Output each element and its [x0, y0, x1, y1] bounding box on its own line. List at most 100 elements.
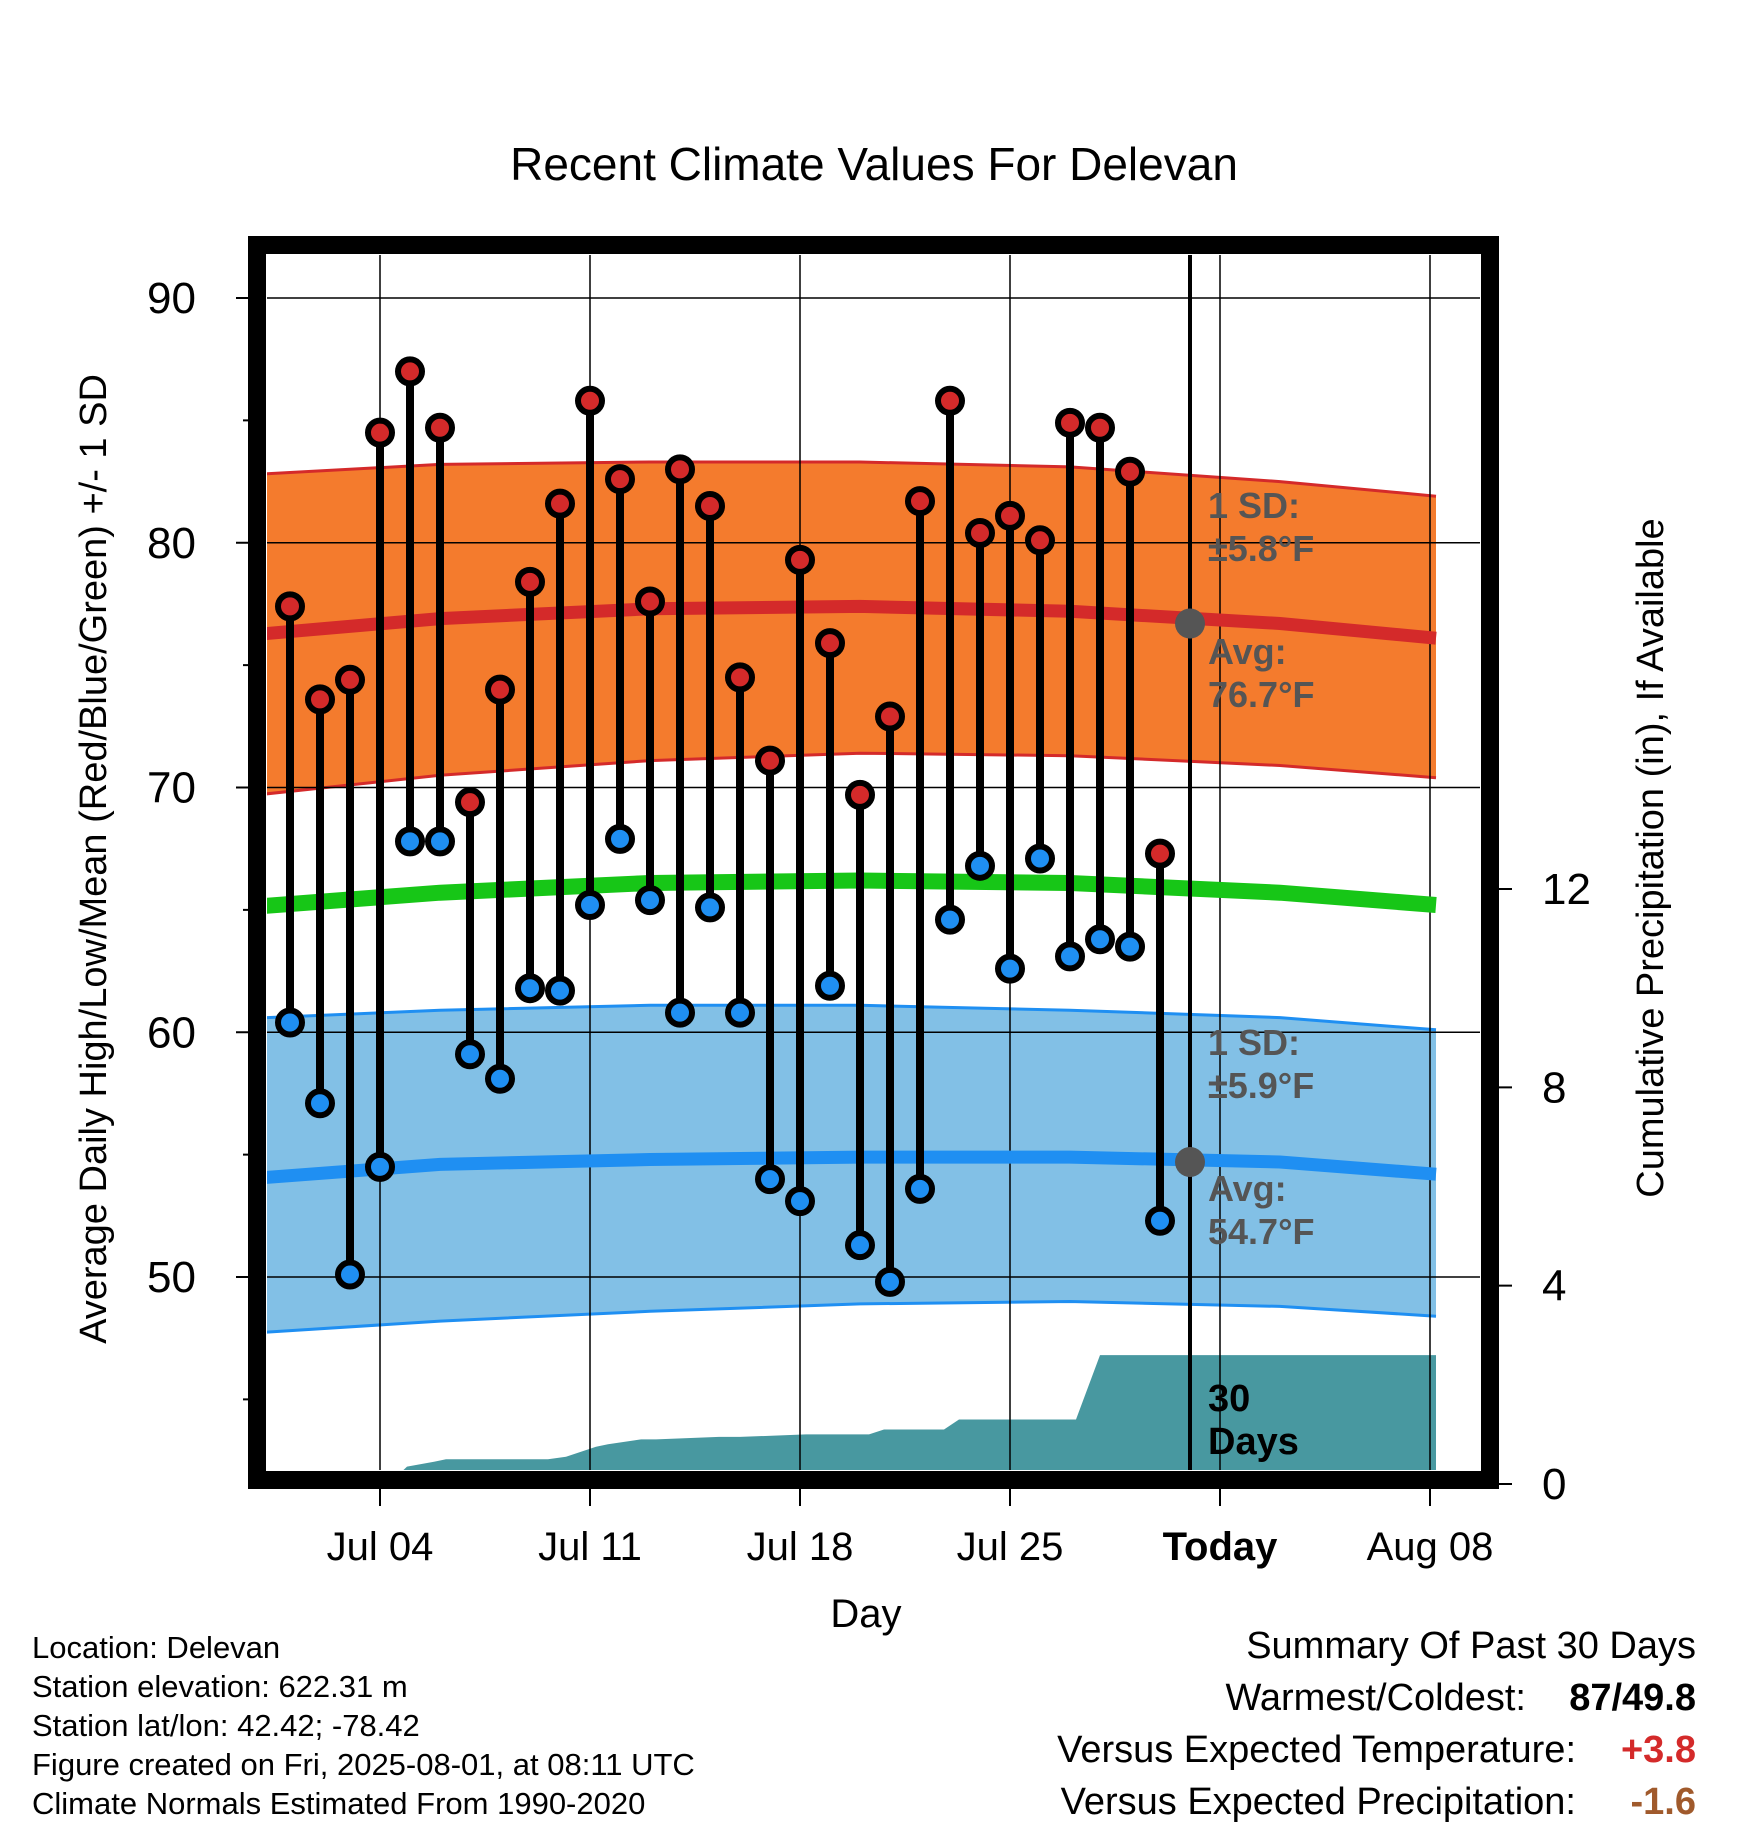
y2-tick-label: 12: [1542, 865, 1591, 914]
daily-low-point: [395, 826, 425, 857]
daily-low-point: [1145, 1205, 1175, 1236]
created-text: Figure created on Fri, 2025-08-01, at 08…: [32, 1747, 695, 1782]
daily-high-point: [845, 779, 875, 810]
daily-low-point: [935, 904, 965, 935]
x-tick-label: Jul 25: [957, 1525, 1064, 1569]
low-sd-lower-edge: [267, 1299, 1437, 1334]
daily-low-point: [995, 953, 1025, 984]
daily-low-point: [575, 889, 605, 920]
precip-anomaly-label: Versus Expected Precipitation:: [1060, 1781, 1576, 1823]
daily-low-point: [725, 997, 755, 1028]
daily-stems: [275, 356, 1175, 1297]
y2-tick-label: 0: [1542, 1460, 1566, 1509]
temp-anomaly-value: +3.8: [1620, 1729, 1696, 1771]
daily-high-point: [545, 488, 575, 519]
daily-high-point: [995, 500, 1025, 531]
low-avg-value: 54.7°F: [1208, 1211, 1314, 1252]
daily-high-point: [965, 517, 995, 548]
daily-low-point: [455, 1039, 485, 1070]
x-tick-label: Jul 11: [538, 1525, 642, 1569]
daily-low-point: [485, 1063, 515, 1094]
location-text: Location: Delevan: [32, 1630, 281, 1665]
daily-low-point: [545, 975, 575, 1006]
daily-high-point: [665, 454, 695, 485]
daily-low-point: [425, 826, 455, 857]
daily-low-point: [515, 973, 545, 1004]
precip-anomaly-value: -1.6: [1630, 1781, 1696, 1823]
station-info: Location: Delevan Station elevation: 622…: [32, 1628, 695, 1823]
low-avg-label: Avg:: [1208, 1168, 1287, 1209]
daily-high-point: [1115, 456, 1145, 487]
today-normal-low-marker: [1175, 1146, 1205, 1177]
daily-high-point: [1025, 525, 1055, 556]
today-normal-high-marker: [1175, 608, 1205, 639]
summary-panel: Summary Of Past 30 Days Warmest/Coldest:…: [1057, 1620, 1696, 1828]
high-avg-value: 76.7°F: [1208, 674, 1314, 715]
daily-low-point: [1115, 931, 1145, 962]
daily-high-point: [905, 486, 935, 517]
x-tick-label: Jul 18: [747, 1525, 854, 1569]
summary-title: Summary Of Past 30 Days: [1246, 1625, 1696, 1667]
summary-precip-row: Versus Expected Precipitation: -1.6: [1057, 1776, 1696, 1828]
daily-high-point: [1145, 838, 1175, 869]
daily-high-point: [515, 566, 545, 597]
daily-high-point: [365, 417, 395, 448]
daily-low-point: [305, 1088, 335, 1119]
latlon-text: Station lat/lon: 42.42; -78.42: [32, 1708, 420, 1743]
daily-high-point: [455, 787, 485, 818]
warmest-separator: /: [1611, 1677, 1623, 1719]
daily-high-point: [575, 385, 605, 416]
daily-low-point: [905, 1173, 935, 1204]
daily-high-point: [425, 412, 455, 443]
daily-high-point: [485, 674, 515, 705]
coldest-low: 49.8: [1622, 1677, 1696, 1719]
daily-high-point: [335, 664, 365, 695]
daily-low-point: [635, 885, 665, 916]
low-sd-label: 1 SD:: [1208, 1022, 1300, 1063]
daily-low-point: [335, 1259, 365, 1290]
daily-high-point: [395, 356, 425, 387]
daily-high-point: [785, 544, 815, 575]
daily-low-point: [785, 1186, 815, 1217]
chart-title: Recent Climate Values For Delevan: [510, 138, 1238, 190]
daily-high-point: [305, 684, 335, 715]
daily-high-point: [1055, 407, 1085, 438]
high-sd-value: ±5.8°F: [1208, 528, 1314, 569]
days-count-number: 30: [1208, 1378, 1250, 1420]
normals-text: Climate Normals Estimated From 1990-2020: [32, 1786, 646, 1821]
summary-warmest-row: Warmest/Coldest: 87/49.8: [1057, 1672, 1696, 1724]
daily-high-point: [935, 385, 965, 416]
daily-high-point: [635, 586, 665, 617]
warmest-label: Warmest/Coldest:: [1225, 1677, 1526, 1719]
summary-temp-row: Versus Expected Temperature: +3.8: [1057, 1724, 1696, 1776]
high-avg-label: Avg:: [1208, 631, 1287, 672]
daily-low-point: [1055, 941, 1085, 972]
daily-low-point: [695, 892, 725, 923]
normal-mean-line: [267, 872, 1437, 914]
daily-high-point: [605, 464, 635, 495]
warmest-high: 87: [1569, 1677, 1612, 1719]
days-count-word: Days: [1208, 1421, 1299, 1463]
daily-high-point: [695, 491, 725, 522]
daily-low-point: [815, 970, 845, 1001]
daily-low-point: [845, 1230, 875, 1261]
daily-low-point: [365, 1151, 395, 1182]
warmest-value: 87/49.8: [1546, 1672, 1696, 1724]
daily-high-point: [275, 591, 305, 622]
x-tick-label: Jul 04: [327, 1525, 434, 1569]
low-sd-value: ±5.9°F: [1208, 1065, 1314, 1106]
y2-tick-label: 8: [1542, 1063, 1566, 1112]
y-axis-label: Average Daily High/Low/Mean (Red/Blue/Gr…: [73, 374, 115, 1344]
y2-axis-label: Cumulative Precipitation (in), If Availa…: [1630, 518, 1672, 1197]
elevation-text: Station elevation: 622.31 m: [32, 1669, 408, 1704]
x-axis-label: Day: [830, 1592, 901, 1636]
temp-anomaly-label: Versus Expected Temperature:: [1057, 1729, 1576, 1771]
y-tick-label: 90: [147, 274, 196, 323]
daily-low-point: [875, 1266, 905, 1297]
plot-frame: [248, 236, 1499, 1489]
daily-high-point: [1085, 412, 1115, 443]
x-tick-label: Today: [1163, 1525, 1279, 1569]
